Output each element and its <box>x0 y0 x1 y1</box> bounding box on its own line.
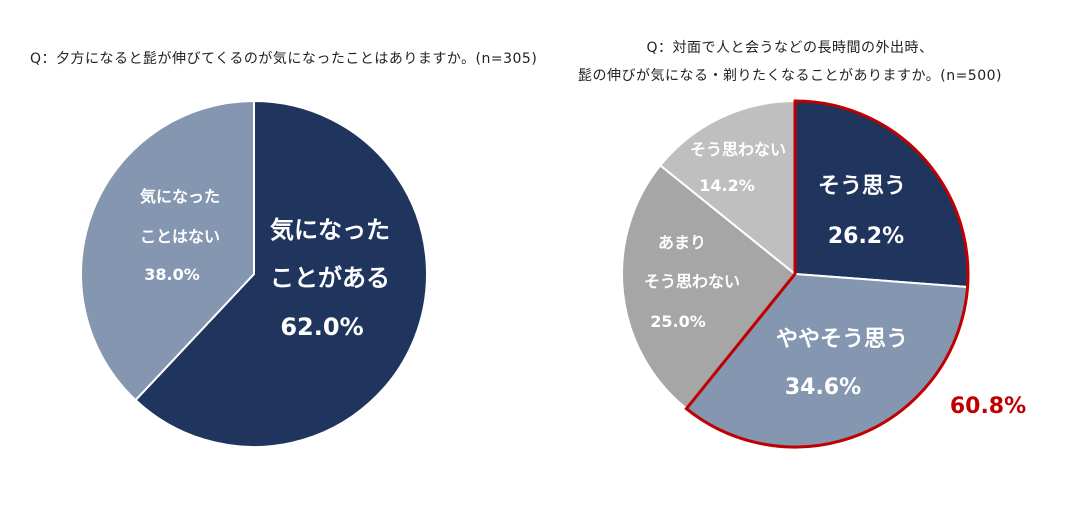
pie2-slice2-label: ややそう思う <box>776 327 908 352</box>
pie2-slice4-value: 14.2% <box>699 176 755 195</box>
pie1-slice-1 <box>134 99 428 448</box>
pie2-slice3-value: 25.0% <box>650 312 706 331</box>
pie1-slice1-value: 62.0% <box>280 313 363 341</box>
pie1-slice2-label-line2: ことはない <box>140 227 220 246</box>
chart2-title: Q：対面で人と会うなどの長時間の外出時、 髭の伸びが気になる・剃りたくなることが… <box>560 34 1020 90</box>
pie2-slice-4 <box>658 99 796 277</box>
pie2-slice3-label-line1: あまり <box>658 233 706 252</box>
pie1-label-small: 気になった ことはない 38.0% <box>140 187 220 284</box>
pie2-slice-3 <box>621 164 797 411</box>
chart2-title-line1: Q：対面で人と会うなどの長時間の外出時、 <box>646 40 934 56</box>
pie1-slice2-value: 38.0% <box>144 265 200 284</box>
pie1-label-large: 気になった ことがある 62.0% <box>270 216 390 341</box>
pie-chart-1 <box>79 99 428 448</box>
pie2-slice1-value: 26.2% <box>828 224 904 249</box>
pie2-slice3-label-line2: そう思わない <box>644 272 740 291</box>
pie2-slice2-value: 34.6% <box>785 375 861 400</box>
chart2-title-line2: 髭の伸びが気になる・剃りたくなることがありますか。(n=500) <box>578 68 1002 84</box>
pie1-slice1-label-line1: 気になった <box>270 216 390 244</box>
pie2-highlight-outline <box>684 99 970 449</box>
pie1-slice1-label-line2: ことがある <box>270 264 390 292</box>
pie2-slice4-label: そう思わない <box>690 140 786 159</box>
pie-chart-2 <box>621 99 969 448</box>
pie2-slice1-label: そう思う <box>818 174 906 199</box>
pie2-highlight-total: 60.8% <box>950 394 1026 419</box>
pie1-slice2-label-line1: 気になった <box>140 187 220 206</box>
chart1-title: Q：夕方になると髭が伸びてくるのが気になったことはありますか。(n=305) <box>30 51 538 67</box>
pie1-slice-2 <box>79 99 255 402</box>
